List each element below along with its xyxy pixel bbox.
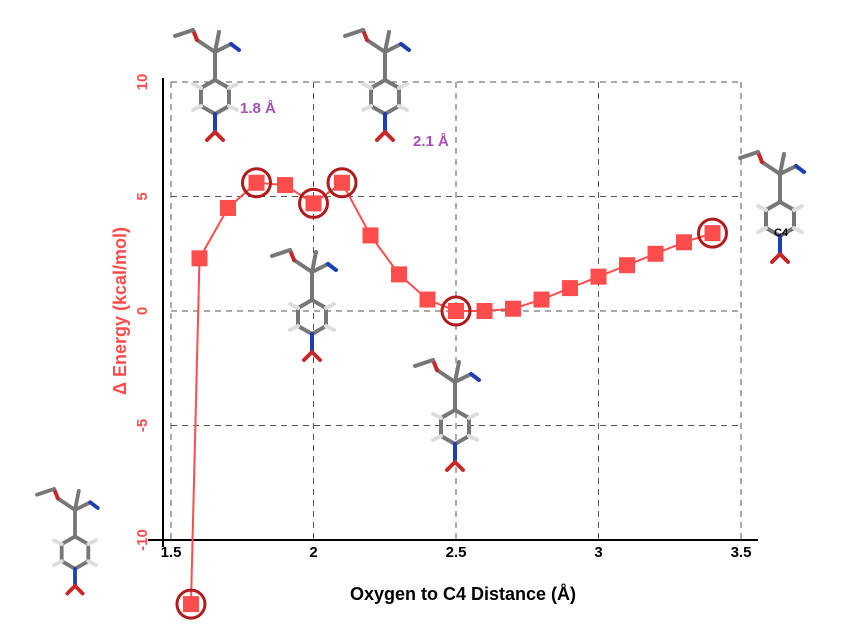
axes: [148, 78, 758, 547]
y-tick-label-2: 0: [134, 307, 151, 315]
data-point-13: [533, 291, 550, 308]
y-axis-title: Δ Energy (kcal/mol): [110, 227, 130, 395]
x-tick-label-2: 2.5: [446, 544, 467, 561]
data-point-16: [619, 257, 635, 274]
data-point-18: [676, 234, 692, 251]
data-point-8: [391, 266, 407, 283]
x-tick-label-3: 3: [594, 544, 602, 561]
data-point-12: [505, 300, 521, 317]
data-points: [182, 174, 721, 613]
y-tick-label-1: -5: [134, 419, 151, 432]
highlight-circle-3: [326, 167, 358, 199]
molecule-structure-ts1: [173, 28, 241, 142]
x-axis-title: Oxygen to C4 Distance (Å): [350, 584, 576, 604]
data-point-9: [419, 291, 436, 308]
data-point-1: [191, 250, 208, 267]
data-point-2: [220, 199, 236, 216]
data-point-10: [448, 303, 464, 319]
x-tick-label-1: 2: [309, 544, 317, 561]
highlight-circle-5: [697, 217, 728, 249]
annotation-bond-2.1: 2.1 Å: [413, 133, 449, 150]
x-tick-label-4: 3.5: [731, 544, 752, 561]
molecule-structure-minimum: [413, 358, 481, 472]
annotation-c4-label: C4: [774, 227, 789, 239]
data-point-3: [248, 174, 265, 191]
molecule-structure-product: [738, 150, 806, 264]
molecule-structure-reactant: [35, 487, 100, 596]
data-point-19: [704, 225, 721, 242]
molecule-structure-ts2: [343, 28, 411, 142]
data-point-5: [305, 195, 322, 212]
highlight-circle-0: [175, 588, 207, 620]
data-point-6: [334, 174, 350, 191]
data-point-7: [362, 227, 379, 244]
highlight-circle-2: [298, 187, 329, 219]
data-point-11: [476, 303, 493, 319]
data-point-17: [647, 245, 664, 262]
y-tick-label-0: -10: [134, 529, 151, 551]
y-tick-label-4: 10: [134, 74, 151, 91]
y-tick-label-3: 5: [134, 192, 151, 200]
x-tick-label-0: 1.5: [161, 544, 182, 561]
data-point-15: [590, 268, 607, 285]
highlight-circles: [175, 167, 728, 620]
data-point-4: [277, 177, 293, 194]
annotation-bond-1.8: 1.8 Å: [240, 100, 276, 117]
data-point-14: [562, 280, 578, 297]
data-point-0: [182, 596, 199, 613]
tick-labels: 1.5 2 2.5 3 3.5 -10 -5 0 5 10: [134, 74, 751, 561]
highlight-circle-1: [241, 167, 272, 199]
molecule-structure-intermediate: [270, 248, 338, 362]
highlight-circle-4: [440, 295, 472, 327]
